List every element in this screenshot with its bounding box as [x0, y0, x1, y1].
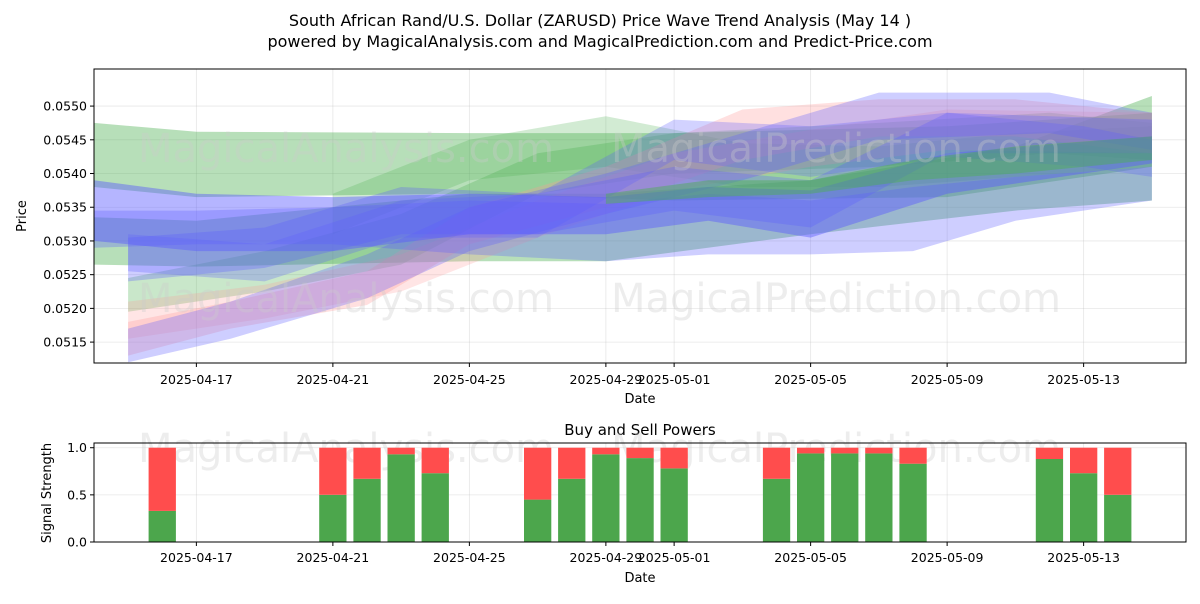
buy-bar-2	[353, 478, 381, 542]
wave-band-7	[128, 112, 1152, 282]
sub-plot-frame	[93, 442, 1187, 543]
sub-y-axis-label: Signal Strength	[40, 443, 55, 543]
sell-bar-16	[1070, 447, 1098, 474]
buy-bar-1	[319, 494, 347, 542]
buy-bar-12	[831, 453, 859, 542]
buy-bar-15	[1035, 459, 1064, 542]
main-plot-frame	[93, 68, 1187, 364]
sub-x-tick-label-2: 2025-04-25	[433, 550, 506, 565]
sell-bar-10	[762, 447, 791, 479]
sub-x-tick-label-7: 2025-05-13	[1047, 550, 1120, 565]
sell-bar-11	[797, 447, 825, 454]
buy-bar-9	[660, 468, 688, 542]
watermark-prediction-bottom: MagicalPrediction.com	[611, 276, 1061, 322]
wave-band-6	[128, 92, 1152, 363]
sub-x-axis-label: Date	[624, 571, 655, 586]
sub-x-tick-label-6: 2025-05-09	[911, 550, 984, 565]
buy-bar-5	[524, 499, 552, 542]
main-y-tick-label-3: 0.0530	[43, 233, 87, 248]
sell-bar-2	[353, 447, 381, 479]
main-x-tick-label-0: 2025-04-17	[160, 372, 233, 387]
buy-bar-6	[558, 478, 586, 542]
sell-bar-14	[899, 447, 927, 464]
sell-bar-17	[1104, 447, 1132, 495]
main-x-tick-label-2: 2025-04-25	[433, 372, 506, 387]
buy-sell-powers-chart: Buy and Sell Powers MagicalAnalysis.com …	[40, 421, 1187, 586]
main-x-ticks: 2025-04-17 2025-04-21 2025-04-25 2025-04-29…	[160, 363, 1120, 387]
watermark-analysis-top: MagicalAnalysis.com	[138, 126, 554, 172]
main-y-ticks: 0.0515 0.0520 0.0525 0.0530 0.0535 0.0540 0.05…	[43, 99, 94, 350]
sell-bar-4	[421, 447, 449, 474]
main-y-tick-label-1: 0.0520	[43, 301, 87, 316]
sub-y-tick-label-2: 1.0	[67, 440, 87, 455]
buy-bar-3	[387, 454, 415, 542]
main-x-axis-label: Date	[624, 392, 655, 407]
sub-y-tick-label-1: 0.5	[67, 487, 87, 502]
sub-y-ticks: 0.0 0.5 1.0	[67, 440, 94, 550]
sub-x-tick-label-4: 2025-05-01	[638, 550, 711, 565]
buy-bar-16	[1070, 473, 1098, 542]
price-wave-chart: MagicalAnalysis.com MagicalPrediction.co…	[15, 68, 1187, 407]
sell-bar-6	[558, 447, 586, 479]
wave-band-8	[128, 112, 1152, 282]
wave-band-11	[605, 136, 1152, 204]
sell-bar-8	[626, 447, 654, 459]
sell-bar-7	[592, 447, 620, 455]
buy-bar-13	[865, 453, 893, 542]
buy-bar-10	[762, 478, 791, 542]
main-watermarks: MagicalAnalysis.com MagicalPrediction.co…	[138, 126, 1061, 322]
main-grid	[94, 69, 1186, 363]
sell-bar-12	[831, 447, 859, 454]
wave-band-5	[128, 109, 1152, 339]
sub-x-tick-label-5: 2025-05-05	[774, 550, 847, 565]
sell-bar-15	[1035, 447, 1064, 459]
sub-x-tick-label-1: 2025-04-21	[297, 550, 370, 565]
sub-x-ticks: 2025-04-17 2025-04-21 2025-04-25 2025-04-29…	[160, 542, 1120, 565]
wave-band-10	[94, 136, 1152, 252]
buy-bar-0	[148, 510, 176, 542]
wave-band-3	[332, 116, 1152, 235]
sell-bar-9	[660, 447, 688, 469]
main-y-tick-label-4: 0.0535	[43, 200, 87, 215]
signal-bars	[148, 447, 1132, 542]
buy-bar-11	[797, 453, 825, 542]
buy-bar-8	[626, 458, 654, 542]
watermark-prediction-top: MagicalPrediction.com	[611, 126, 1061, 172]
chart-title-line1: South African Rand/U.S. Dollar (ZARUSD) …	[289, 11, 911, 30]
main-y-tick-label-7: 0.0550	[43, 99, 87, 114]
wave-band-2	[128, 112, 1152, 312]
main-y-tick-label-2: 0.0525	[43, 267, 87, 282]
wave-band-9	[94, 166, 1152, 262]
price-wave-bands	[94, 92, 1152, 363]
sell-bar-0	[148, 447, 176, 511]
buy-bar-4	[421, 473, 449, 542]
sell-bar-3	[387, 447, 415, 455]
main-x-tick-label-6: 2025-05-09	[911, 372, 984, 387]
main-y-axis-label: Price	[15, 200, 30, 232]
wave-band-4	[128, 99, 1152, 356]
sub-chart-title: Buy and Sell Powers	[564, 421, 716, 439]
wave-band-0	[94, 112, 1152, 201]
main-y-tick-label-5: 0.0540	[43, 166, 87, 181]
buy-bar-7	[592, 454, 620, 542]
sub-x-tick-label-0: 2025-04-17	[160, 550, 233, 565]
buy-bar-14	[899, 463, 927, 542]
sell-bar-5	[524, 447, 552, 500]
watermark-analysis-bottom: MagicalAnalysis.com	[138, 276, 554, 322]
sell-bar-13	[865, 447, 893, 454]
sub-x-tick-label-3: 2025-04-29	[570, 550, 643, 565]
buy-bar-17	[1104, 494, 1132, 542]
main-x-tick-label-1: 2025-04-21	[297, 372, 370, 387]
wave-band-1	[94, 96, 1152, 267]
main-y-tick-label-0: 0.0515	[43, 335, 87, 350]
main-x-tick-label-3: 2025-04-29	[570, 372, 643, 387]
main-y-tick-label-6: 0.0545	[43, 132, 87, 147]
main-x-tick-label-4: 2025-05-01	[638, 372, 711, 387]
main-x-tick-label-5: 2025-05-05	[774, 372, 847, 387]
sub-y-tick-label-0: 0.0	[67, 535, 87, 550]
sell-bar-1	[319, 447, 347, 495]
main-x-tick-label-7: 2025-05-13	[1047, 372, 1120, 387]
chart-title-line2: powered by MagicalAnalysis.com and Magic…	[267, 32, 932, 51]
